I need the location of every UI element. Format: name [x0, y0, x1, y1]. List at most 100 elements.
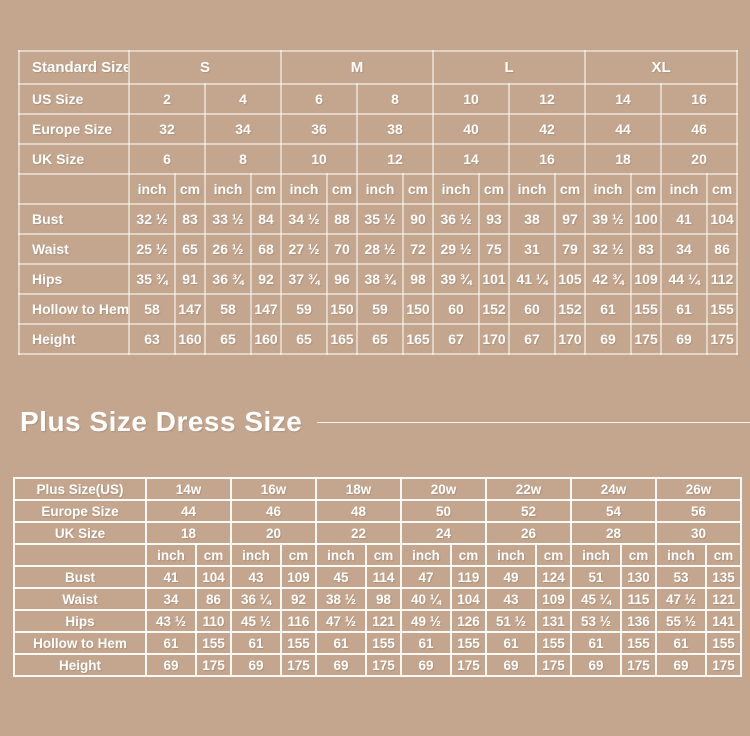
measure-value: 152: [554, 293, 587, 325]
size-value: 52: [485, 499, 572, 523]
measure-value: 36 ½: [432, 203, 481, 235]
size-group-header: L: [432, 50, 587, 85]
measure-value: 53: [655, 565, 707, 589]
unit-header: cm: [402, 173, 435, 205]
measure-value: 29 ½: [432, 233, 481, 265]
measure-value: 170: [478, 323, 511, 355]
measure-value: 34 ½: [280, 203, 329, 235]
row-label: Europe Size: [18, 113, 130, 145]
measure-value: 51: [570, 565, 622, 589]
unit-header: inch: [570, 543, 622, 567]
size-value: 2: [128, 83, 206, 115]
measure-value: 49: [485, 565, 537, 589]
measure-value: 160: [174, 323, 206, 355]
measure-value: 68: [249, 233, 283, 265]
unit-header: cm: [620, 543, 657, 567]
row-label: Europe Size: [13, 499, 147, 523]
size-value: 34: [203, 113, 283, 145]
measure-value: 53 ½: [570, 609, 622, 633]
measure-value: 175: [280, 653, 317, 677]
measure-value: 67: [508, 323, 557, 355]
measure-value: 69: [230, 653, 282, 677]
measure-value: 121: [365, 609, 402, 633]
size-value: 38: [356, 113, 435, 145]
unit-row-corner: [18, 173, 130, 205]
measure-value: 86: [195, 587, 232, 611]
unit-header: cm: [450, 543, 487, 567]
measure-value: 45 ½: [230, 609, 282, 633]
unit-header: cm: [249, 173, 283, 205]
size-value: 4: [203, 83, 283, 115]
measure-value: 155: [630, 293, 663, 325]
measure-value: 27 ½: [280, 233, 329, 265]
measure-value: 41 ¼: [508, 263, 557, 295]
measure-value: 28 ½: [356, 233, 405, 265]
measure-value: 72: [402, 233, 435, 265]
measure-value: 44 ¼: [660, 263, 709, 295]
measure-value: 90: [402, 203, 435, 235]
measure-value: 34: [145, 587, 197, 611]
unit-header: inch: [230, 543, 282, 567]
measure-value: 69: [655, 653, 707, 677]
measure-value: 47 ½: [315, 609, 367, 633]
measure-value: 88: [326, 203, 359, 235]
measure-value: 49 ½: [400, 609, 452, 633]
size-value: 22w: [485, 477, 572, 501]
size-value: 26: [485, 521, 572, 545]
measure-value: 135: [705, 565, 742, 589]
size-value: 36: [280, 113, 359, 145]
unit-header: inch: [356, 173, 405, 205]
measure-value: 98: [365, 587, 402, 611]
measure-value: 86: [706, 233, 739, 265]
measure-value: 104: [706, 203, 739, 235]
measure-value: 59: [280, 293, 329, 325]
measure-value: 51 ½: [485, 609, 537, 633]
size-value: 14w: [145, 477, 232, 501]
measure-value: 160: [249, 323, 283, 355]
measure-value: 61: [400, 631, 452, 655]
unit-header: cm: [365, 543, 402, 567]
measure-value: 38 ½: [315, 587, 367, 611]
measure-value: 67: [432, 323, 481, 355]
measure-value: 175: [630, 323, 663, 355]
measure-value: 61: [584, 293, 633, 325]
row-label: Hips: [13, 609, 147, 633]
size-value: 28: [570, 521, 657, 545]
measure-value: 84: [249, 203, 283, 235]
measure-value: 155: [280, 631, 317, 655]
measure-value: 104: [450, 587, 487, 611]
size-value: 18: [145, 521, 232, 545]
unit-header: inch: [655, 543, 707, 567]
measure-value: 47: [400, 565, 452, 589]
measure-value: 165: [326, 323, 359, 355]
size-value: 20w: [400, 477, 487, 501]
measure-value: 124: [535, 565, 572, 589]
unit-header: cm: [280, 543, 317, 567]
measure-value: 104: [195, 565, 232, 589]
measure-value: 155: [535, 631, 572, 655]
measure-value: 121: [705, 587, 742, 611]
unit-header: cm: [174, 173, 206, 205]
size-value: 16: [660, 83, 739, 115]
row-label: Hips: [18, 263, 130, 295]
unit-header: inch: [145, 543, 197, 567]
measure-value: 175: [365, 653, 402, 677]
measure-value: 36 ¾: [204, 263, 252, 295]
measure-value: 141: [705, 609, 742, 633]
measure-value: 93: [478, 203, 511, 235]
measure-value: 61: [660, 293, 709, 325]
measure-value: 155: [706, 293, 739, 325]
measure-value: 105: [554, 263, 587, 295]
measure-value: 116: [280, 609, 317, 633]
size-value: 20: [230, 521, 317, 545]
unit-header: cm: [326, 173, 359, 205]
measure-value: 83: [174, 203, 206, 235]
measure-value: 25 ½: [128, 233, 176, 265]
measure-value: 45: [315, 565, 367, 589]
measure-value: 175: [706, 323, 739, 355]
plus-size-table: Plus Size(US) 14w 16w 18w 20w 22w 24w 26w Europe…: [13, 477, 742, 677]
measure-value: 43 ½: [145, 609, 197, 633]
measure-value: 170: [554, 323, 587, 355]
measure-value: 26 ½: [204, 233, 252, 265]
unit-header: inch: [128, 173, 176, 205]
